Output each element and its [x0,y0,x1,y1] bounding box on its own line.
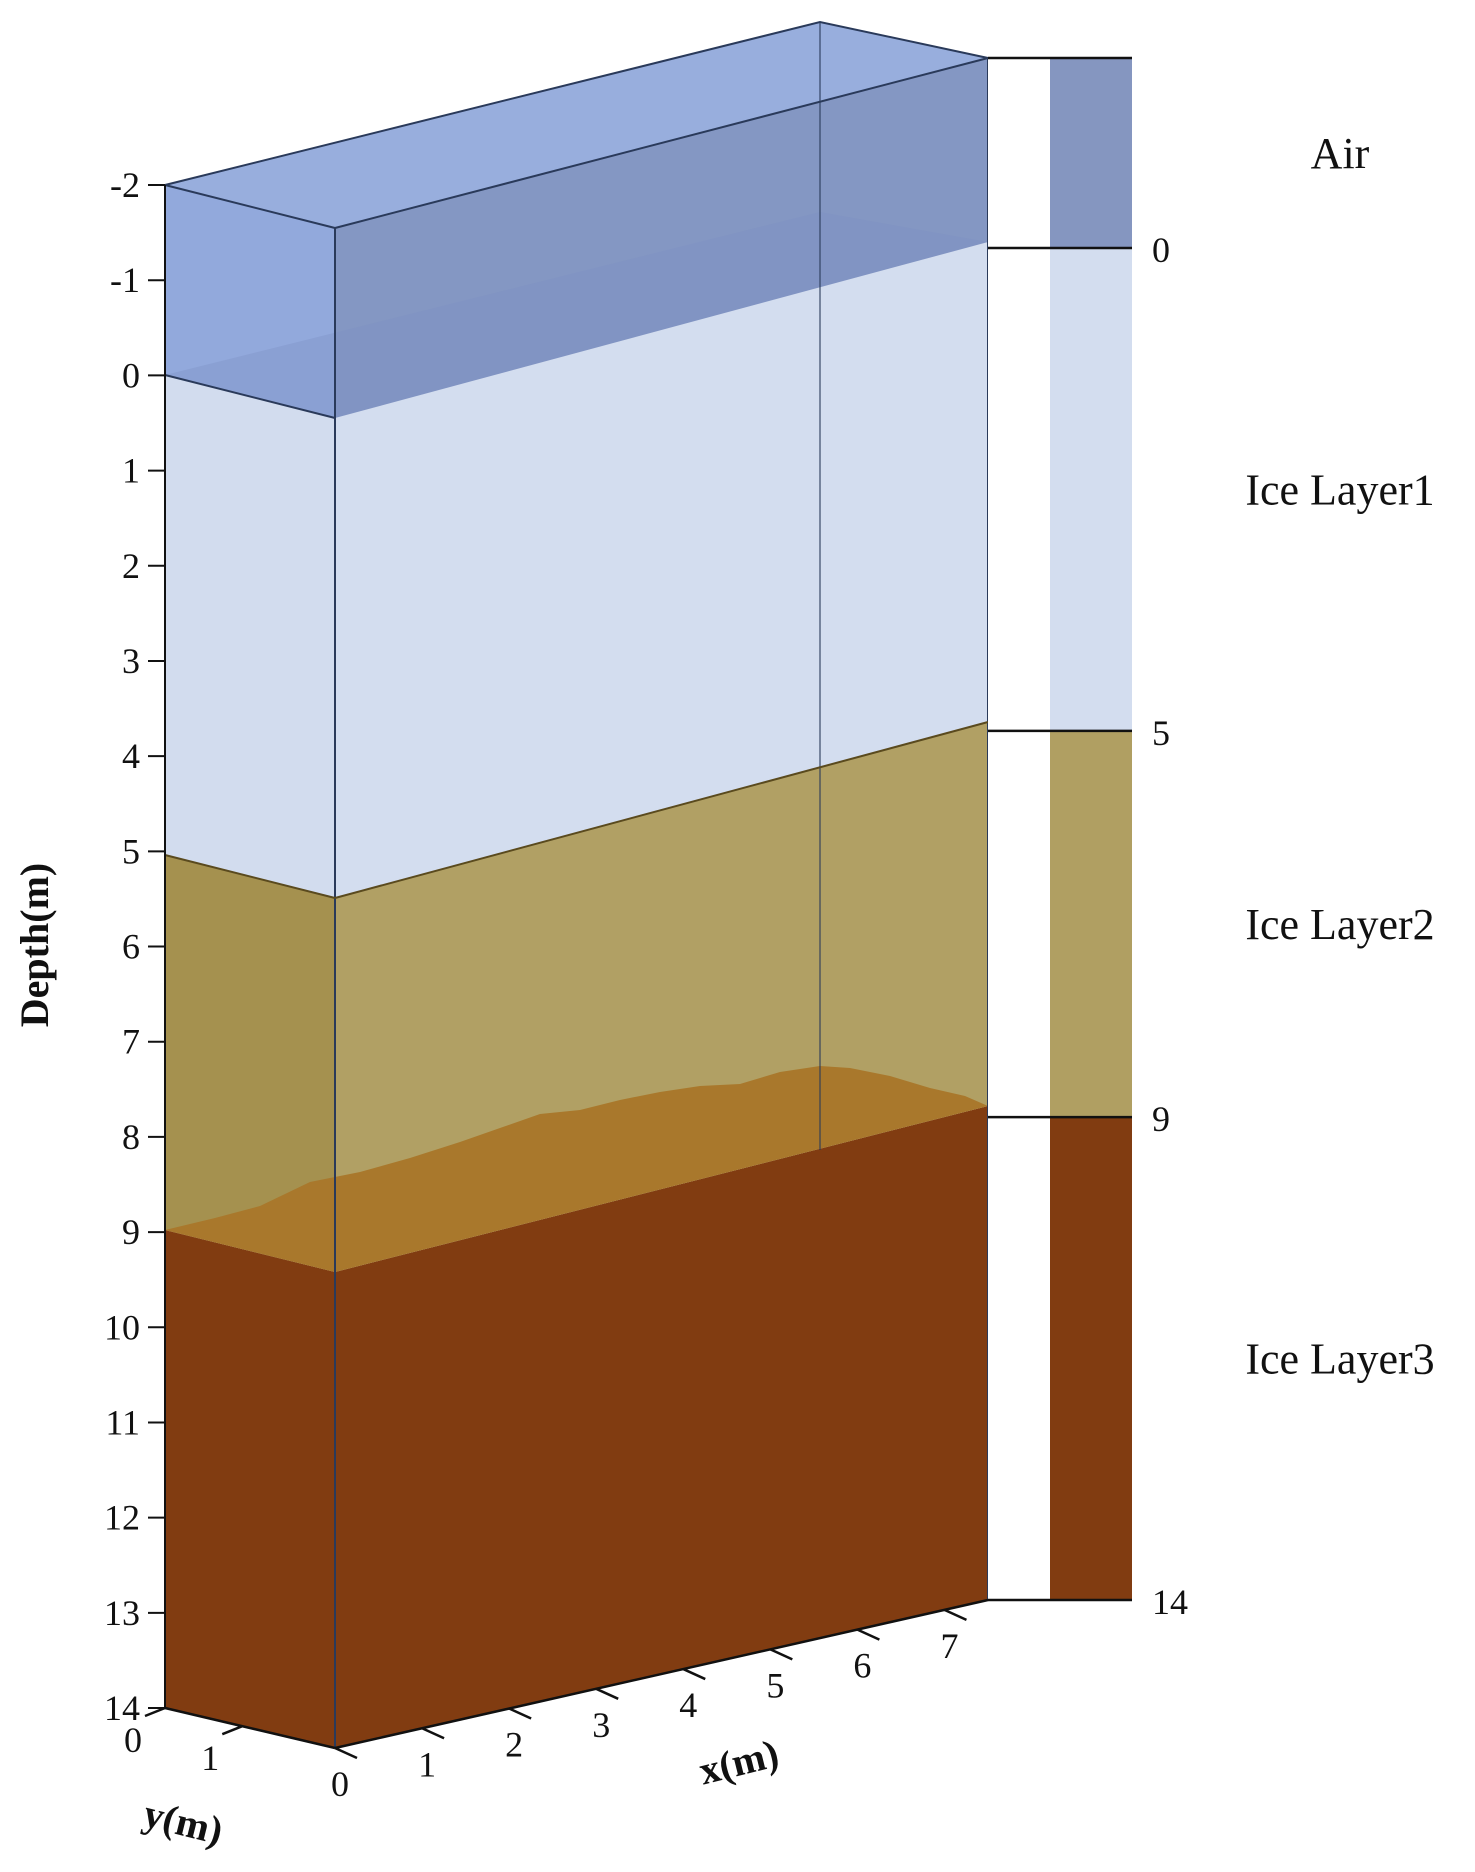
ice-layer3-back [165,1106,988,1748]
y-tick-mark [144,1706,166,1718]
x-ticks: 0 1 2 3 4 5 6 7 [331,1608,967,1804]
depth-tick-label: 4 [122,736,140,776]
block-3d [164,20,989,1750]
legend-boundary-label: 9 [1152,1099,1170,1139]
legend-bar [1050,58,1132,248]
depth-axis-title: Depth(m) [12,863,57,1027]
x-tick-mark [769,1648,793,1661]
legend-bar [1050,248,1132,731]
x-tick-label: 2 [505,1725,523,1765]
legend-layer-names: Air Ice Layer1 Ice Layer2 Ice Layer3 [1245,129,1434,1384]
x-tick-label: 5 [766,1665,784,1705]
layer-legend: 0 5 9 14 Air Ice Layer1 Ice Layer2 Ice Layer3 [988,56,1435,1622]
air-left-face [165,185,335,418]
legend-bar [1050,730,1132,1118]
depth-tick-label: 14 [104,1688,140,1728]
air-top-face [165,22,988,228]
legend-layer-name: Ice Layer1 [1245,465,1434,514]
depth-tick-label: 9 [122,1212,140,1252]
depth-tick-label: 11 [105,1402,140,1442]
depth-tick-label: -2 [110,165,140,205]
x-tick-label: 7 [940,1626,958,1666]
depth-tick-label: 5 [122,831,140,871]
legend-white-strip [988,58,1050,1600]
depth-tick-label: 8 [122,1117,140,1157]
ice-layer1-left-face [165,375,335,898]
depth-tick-label: 1 [122,451,140,491]
legend-boundary-label: 0 [1152,230,1170,270]
x-tick-mark [421,1727,445,1740]
legend-layer-name: Air [1311,129,1370,178]
block-bottom-edges [164,1598,989,1750]
x-tick-label: 4 [679,1685,697,1725]
ice-layer1-front-face [335,242,988,898]
x-tick-mark [682,1667,706,1681]
y-tick-mark [221,1725,243,1736]
legend-boundary-label: 14 [1152,1582,1188,1622]
air-front-face [335,58,988,418]
x-tick-label: 0 [331,1764,349,1804]
x-tick-label: 6 [853,1646,871,1686]
x-tick-mark [856,1628,880,1641]
x-tick-mark [943,1608,967,1622]
x-tick-label: 3 [592,1705,610,1745]
legend-bars [1050,58,1132,1600]
legend-layer-name: Ice Layer2 [1245,900,1434,949]
legend-layer-name: Ice Layer3 [1245,1335,1434,1384]
depth-tick-label: 10 [104,1307,140,1347]
x-tick-mark [595,1687,619,1700]
air-back-bottom-plane [165,212,988,418]
depth-tick-label: 7 [122,1022,140,1062]
x-tick-mark [508,1707,532,1720]
ice-layer2-left-face [165,855,335,1272]
legend-boundary-label: 5 [1152,713,1170,753]
ice-layer3-top-surface [165,1066,988,1272]
legend-bar [1050,1117,1132,1600]
legend-boundary-labels: 0 5 9 14 [1152,230,1188,1622]
y-tick-label: 0 [124,1720,142,1760]
depth-tick-label: 3 [122,641,140,681]
legend-boundary-lines [988,56,1132,1602]
x-axis-title: x(m) [694,1730,782,1793]
y-tick-label: 1 [201,1738,219,1778]
depth-tick-label: 13 [104,1593,140,1633]
depth-tick-label: 2 [122,546,140,586]
y-axis-title: y(m) [139,1790,227,1853]
depth-tick-label: 0 [122,355,140,395]
depth-tick-label: -1 [110,260,140,300]
x-axis: 0 1 2 3 4 5 6 7 x(m) [331,1608,967,1804]
x-tick-mark [334,1746,358,1760]
depth-tick-label: 6 [122,927,140,967]
depth-tick-label: 12 [104,1498,140,1538]
x-tick-label: 1 [418,1744,436,1784]
